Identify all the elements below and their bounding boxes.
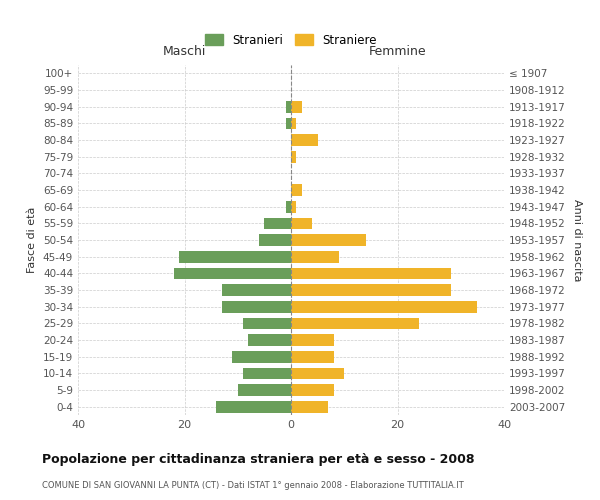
Bar — [179, 251, 291, 262]
Text: COMUNE DI SAN GIOVANNI LA PUNTA (CT) - Dati ISTAT 1° gennaio 2008 - Elaborazione: COMUNE DI SAN GIOVANNI LA PUNTA (CT) - D… — [42, 480, 464, 490]
Bar — [286, 118, 291, 129]
Y-axis label: Fasce di età: Fasce di età — [28, 207, 37, 273]
Legend: Stranieri, Straniere: Stranieri, Straniere — [200, 29, 382, 52]
Bar — [232, 351, 291, 362]
Bar — [291, 184, 302, 196]
Bar — [291, 101, 302, 112]
Bar — [265, 218, 291, 229]
Bar — [222, 301, 291, 312]
Bar — [291, 234, 365, 246]
Text: Maschi: Maschi — [163, 45, 206, 58]
Bar — [291, 401, 328, 412]
Bar — [238, 384, 291, 396]
Bar — [291, 201, 296, 212]
Bar — [259, 234, 291, 246]
Text: Femmine: Femmine — [368, 45, 427, 58]
Bar — [291, 318, 419, 329]
Bar — [291, 334, 334, 346]
Bar — [243, 318, 291, 329]
Bar — [217, 401, 291, 412]
Y-axis label: Anni di nascita: Anni di nascita — [572, 198, 582, 281]
Text: Popolazione per cittadinanza straniera per età e sesso - 2008: Popolazione per cittadinanza straniera p… — [42, 452, 475, 466]
Bar — [248, 334, 291, 346]
Bar — [291, 251, 339, 262]
Bar — [291, 151, 296, 162]
Bar — [291, 301, 478, 312]
Bar — [291, 118, 296, 129]
Bar — [243, 368, 291, 379]
Bar — [291, 134, 317, 146]
Bar — [291, 284, 451, 296]
Bar — [174, 268, 291, 279]
Bar — [286, 101, 291, 112]
Bar — [291, 368, 344, 379]
Bar — [286, 201, 291, 212]
Bar — [222, 284, 291, 296]
Bar — [291, 268, 451, 279]
Bar — [291, 218, 313, 229]
Bar — [291, 384, 334, 396]
Bar — [291, 351, 334, 362]
